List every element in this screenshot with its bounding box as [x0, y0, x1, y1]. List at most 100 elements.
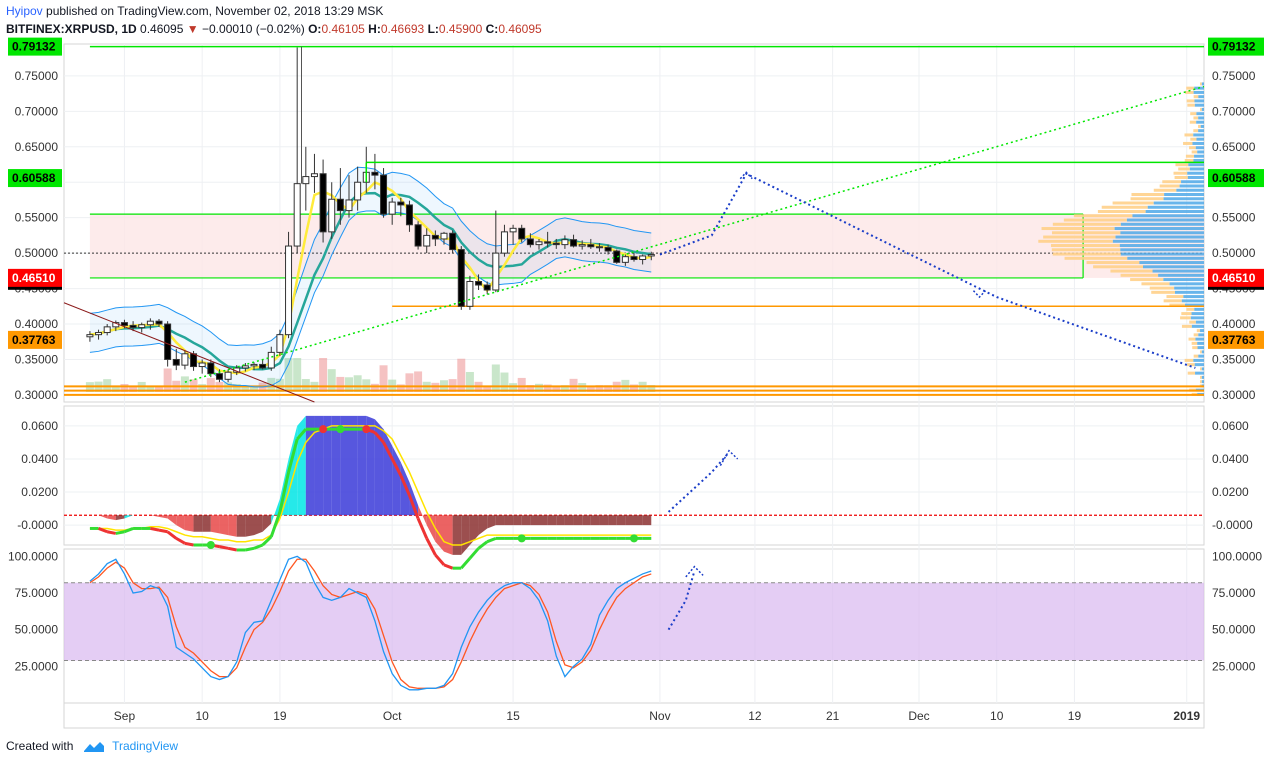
volume-profile-bar-up	[1190, 121, 1196, 124]
candle-body	[225, 372, 231, 379]
osc-histogram-segment	[513, 515, 522, 525]
volume-profile-bar-up	[1193, 129, 1198, 132]
volume-profile-bar-down	[1164, 193, 1204, 196]
candle-body	[139, 325, 145, 328]
price-label-text-prev-close-left: 0.46510	[12, 271, 56, 285]
volume-profile-bar-down	[1183, 295, 1204, 298]
volume-profile-bar-up	[1053, 223, 1121, 226]
osc-histogram-segment	[254, 515, 263, 535]
volume-profile-bar-down	[1121, 253, 1204, 256]
volume-profile-bar-down	[1120, 244, 1204, 247]
price-label-text-prev-close-right: 0.46510	[1212, 271, 1256, 285]
candle-body	[337, 199, 343, 210]
osc-axis-label-left: -0.0000	[17, 518, 58, 532]
volume-profile-bar-up	[1185, 359, 1194, 362]
candle-body	[208, 363, 214, 374]
candle-body	[622, 257, 628, 263]
time-axis-frame	[64, 703, 1204, 728]
volume-profile-bar-down	[1194, 155, 1204, 158]
osc-main-line-segment	[116, 532, 125, 534]
volume-profile-bar-up	[1186, 87, 1194, 90]
volume-profile-bar-down	[1197, 342, 1204, 345]
volume-profile-bar-up	[1200, 350, 1202, 353]
osc-cross-dot	[362, 425, 370, 433]
candle-body	[156, 321, 162, 324]
candle-body	[545, 242, 551, 243]
osc-histogram-segment	[219, 515, 228, 535]
volume-profile-bar-down	[1113, 240, 1204, 243]
volume-bar	[354, 375, 362, 392]
volume-profile-bar-up	[1110, 270, 1152, 273]
candle-body	[191, 354, 197, 367]
volume-profile-bar-up	[1200, 108, 1202, 111]
volume-profile-bar-down	[1198, 95, 1204, 98]
volume-profile-bar-down	[1201, 125, 1204, 128]
osc-cross-dot	[207, 541, 215, 549]
volume-profile-bar-down	[1197, 150, 1204, 153]
price-axis-label-left: 0.75000	[15, 69, 59, 83]
osc-cross-dot	[336, 425, 344, 433]
volume-profile-bar-down	[1202, 376, 1204, 379]
candle-body	[406, 205, 412, 225]
candle-body	[501, 232, 507, 253]
price-axis-label-right: 0.70000	[1212, 104, 1256, 118]
osc-histogram-segment	[556, 515, 565, 525]
tradingview-logo-icon	[83, 741, 105, 753]
candle-body	[294, 184, 300, 246]
candle-body	[527, 239, 533, 245]
volume-profile-bar-up	[1187, 99, 1195, 102]
volume-profile-bar-up	[1185, 159, 1194, 162]
candle-body	[389, 202, 395, 214]
volume-profile-bar-up	[1190, 112, 1196, 115]
volume-profile-bar-up	[1065, 257, 1128, 260]
price-label-text-resistance-top-right: 0.79132	[1212, 40, 1256, 54]
volume-profile-bar-down	[1196, 321, 1204, 324]
volume-profile-bar-down	[1198, 333, 1204, 336]
volume-profile-bar-up	[1151, 291, 1175, 294]
volume-profile-bar-down	[1116, 236, 1204, 239]
volume-profile-bar-down	[1198, 116, 1204, 119]
volume-profile-bar-down	[1192, 142, 1204, 145]
chart-canvas[interactable]: Sep 10 19 Oct 15 Nov 12 21 Dec 10 19 20190.30000 0.3…	[0, 0, 1267, 765]
volume-profile-bar-down	[1148, 206, 1204, 209]
volume-profile-bar-up	[1194, 95, 1199, 98]
osc-main-line-segment	[228, 548, 237, 550]
volume-profile-bar-up	[1181, 312, 1191, 315]
volume-profile-bar-down	[1164, 197, 1204, 200]
volume-profile-bar-down	[1200, 329, 1204, 332]
time-axis-label-5: Nov	[649, 709, 670, 723]
osc-main-line-segment	[107, 532, 116, 534]
osc-histogram-segment	[202, 515, 211, 532]
candle-body	[268, 352, 274, 368]
volume-profile-bar-down	[1132, 214, 1204, 217]
volume-profile-bar-down	[1127, 219, 1204, 222]
osc-histogram-segment	[608, 515, 617, 525]
volume-profile-bar-down	[1127, 257, 1204, 260]
volume-profile-bar-up	[1113, 202, 1154, 205]
osc-histogram-segment	[582, 515, 591, 525]
volume-bar	[328, 369, 336, 392]
volume-profile-bar-down	[1163, 278, 1204, 281]
osc-histogram-segment	[237, 515, 246, 537]
volume-profile-bar-up	[1052, 231, 1120, 234]
osc-histogram-segment	[211, 515, 220, 533]
price-label-text-resistance-mid-left: 0.60588	[12, 171, 56, 185]
candle-body	[216, 374, 222, 380]
volume-profile-bar-up	[1175, 176, 1188, 179]
volume-profile-bar-up	[1194, 333, 1199, 336]
candle-body	[596, 247, 602, 248]
osc-axis-label-left: 0.0400	[21, 452, 58, 466]
osc-axis-label-right: 0.0200	[1212, 485, 1249, 499]
candle-body	[121, 323, 127, 326]
volume-profile-bar-up	[1160, 184, 1180, 187]
price-axis-label-left: 0.50000	[15, 246, 59, 260]
candle-body	[303, 177, 309, 184]
price-axis-label-left: 0.65000	[15, 140, 59, 154]
volume-profile-bar-up	[1194, 355, 1199, 358]
tradingview-brand[interactable]: TradingView	[112, 739, 178, 753]
price-axis-label-left: 0.40000	[15, 317, 59, 331]
volume-profile-bar-up	[1186, 155, 1194, 158]
osc-main-line-segment	[245, 548, 254, 550]
volume-profile-bar-up	[1189, 321, 1196, 324]
candle-body	[467, 281, 473, 306]
